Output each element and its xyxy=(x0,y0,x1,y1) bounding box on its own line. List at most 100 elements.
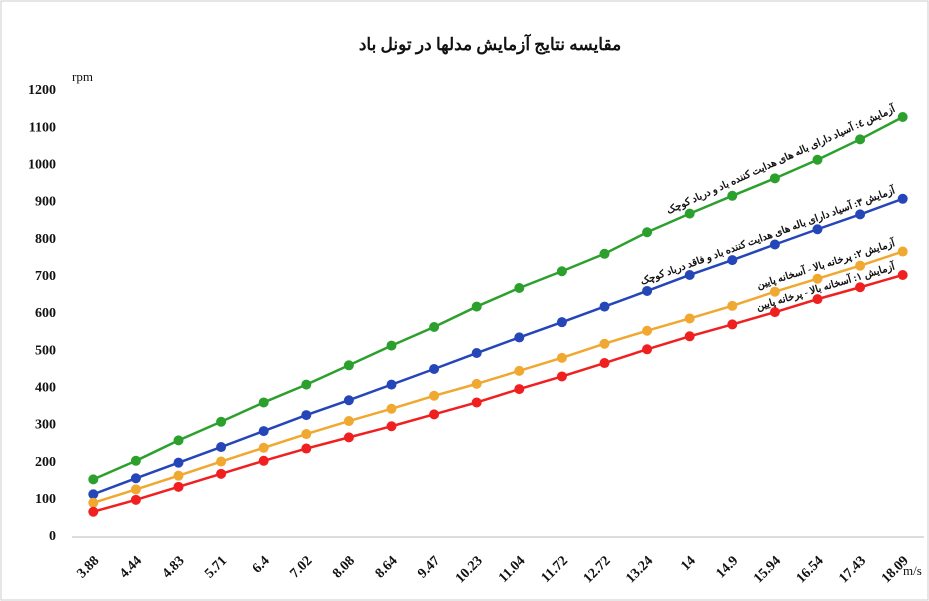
chart-title: مقایسه نتایج آزمایش مدلها در تونل باد xyxy=(359,33,621,55)
point xyxy=(855,209,866,220)
point xyxy=(130,473,141,484)
point xyxy=(343,360,354,371)
y-tick-label: 1000 xyxy=(28,158,56,173)
point xyxy=(812,273,823,284)
point xyxy=(769,239,780,250)
point xyxy=(769,173,780,184)
point xyxy=(642,325,653,336)
point xyxy=(173,481,184,492)
y-tick-label: 0 xyxy=(49,529,56,544)
point xyxy=(343,416,354,427)
point xyxy=(769,286,780,297)
y-tick-label: 1100 xyxy=(29,120,56,135)
line xyxy=(92,197,904,496)
point xyxy=(642,344,653,355)
point xyxy=(897,193,908,204)
point xyxy=(386,421,397,432)
line xyxy=(92,273,904,513)
point xyxy=(88,489,99,500)
point xyxy=(684,208,695,219)
point xyxy=(130,494,141,505)
point xyxy=(130,455,141,466)
point xyxy=(471,348,482,359)
line xyxy=(92,115,904,481)
point xyxy=(556,352,567,363)
point xyxy=(343,432,354,443)
point xyxy=(258,455,269,466)
x-axis-label: m/s xyxy=(903,563,922,578)
point xyxy=(386,379,397,390)
point xyxy=(258,442,269,453)
point xyxy=(471,397,482,408)
point xyxy=(88,497,99,508)
point xyxy=(429,322,440,333)
point xyxy=(897,246,908,257)
point xyxy=(769,307,780,318)
point xyxy=(727,319,738,330)
point xyxy=(301,429,312,440)
point xyxy=(429,409,440,420)
point xyxy=(642,227,653,238)
point xyxy=(642,285,653,296)
point xyxy=(514,332,525,343)
point xyxy=(88,506,99,517)
point xyxy=(599,248,610,259)
point xyxy=(301,443,312,454)
point xyxy=(301,410,312,421)
y-tick-label: 200 xyxy=(35,455,56,470)
point xyxy=(599,358,610,369)
point xyxy=(812,224,823,235)
point xyxy=(897,112,908,123)
point xyxy=(855,282,866,293)
point xyxy=(812,294,823,305)
y-tick-label: 500 xyxy=(35,343,56,358)
y-tick-label: 700 xyxy=(35,269,56,284)
point xyxy=(684,331,695,342)
point xyxy=(727,190,738,201)
point xyxy=(216,442,227,453)
line xyxy=(92,250,904,504)
y-tick-label: 900 xyxy=(35,195,56,210)
point xyxy=(258,397,269,408)
point xyxy=(173,457,184,468)
point xyxy=(130,484,141,495)
point xyxy=(471,301,482,312)
y-axis-label: rpm xyxy=(72,69,93,84)
point xyxy=(727,300,738,311)
y-tick-label: 100 xyxy=(35,492,56,507)
point xyxy=(216,416,227,427)
point xyxy=(727,255,738,266)
point xyxy=(684,313,695,324)
point xyxy=(599,301,610,312)
point xyxy=(88,474,99,485)
point xyxy=(343,395,354,406)
point xyxy=(429,390,440,401)
y-tick-label: 400 xyxy=(35,381,56,396)
point xyxy=(173,435,184,446)
point xyxy=(556,317,567,328)
point xyxy=(556,371,567,382)
point xyxy=(429,364,440,375)
point xyxy=(855,134,866,145)
point xyxy=(897,269,908,280)
point xyxy=(173,470,184,481)
point xyxy=(684,269,695,280)
y-tick-label: 800 xyxy=(35,232,56,247)
y-tick-label: 300 xyxy=(35,418,56,433)
point xyxy=(514,282,525,293)
point xyxy=(386,403,397,414)
point xyxy=(514,384,525,395)
point xyxy=(812,154,823,165)
point xyxy=(471,378,482,389)
point xyxy=(216,468,227,479)
point xyxy=(301,379,312,390)
point xyxy=(258,426,269,437)
y-tick-label: 1200 xyxy=(28,83,56,98)
point xyxy=(599,338,610,349)
point xyxy=(514,365,525,376)
point xyxy=(386,340,397,351)
y-tick-label: 600 xyxy=(35,306,56,321)
point xyxy=(556,266,567,277)
